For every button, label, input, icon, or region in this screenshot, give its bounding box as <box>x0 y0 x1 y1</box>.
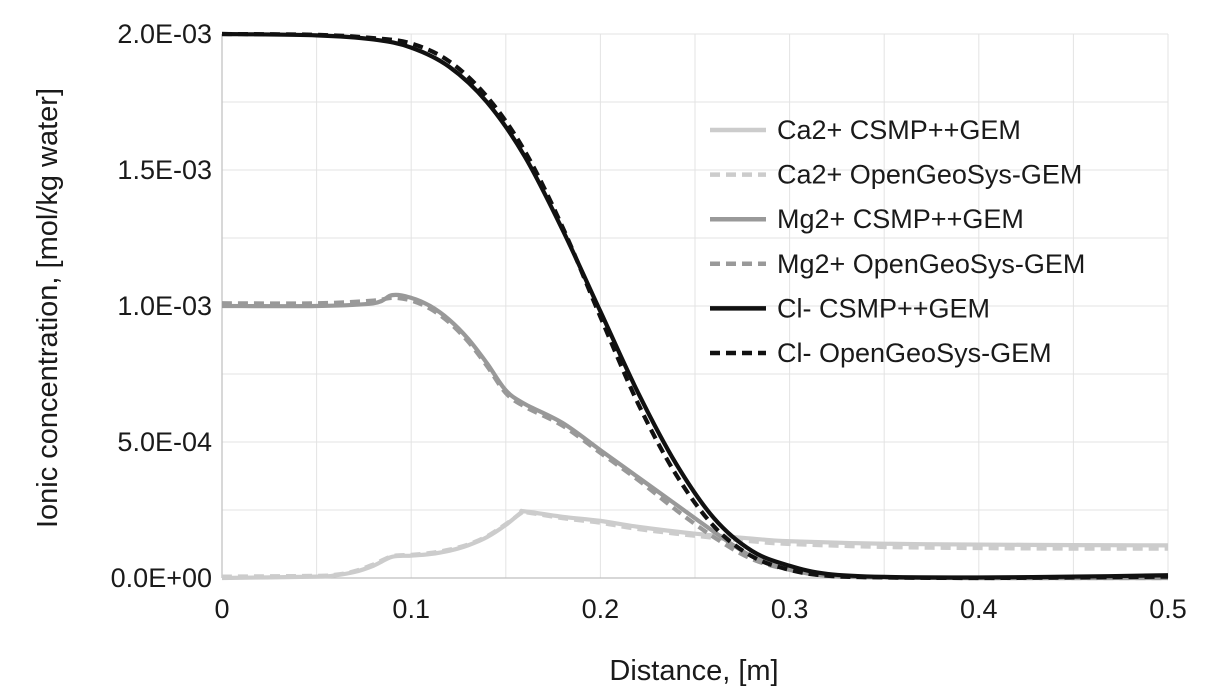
x-tick-label: 0.5 <box>1149 594 1187 624</box>
y-tick-label: 0.0E+00 <box>111 563 212 593</box>
y-tick-label: 5.0E-04 <box>117 427 212 457</box>
y-tick-label: 1.5E-03 <box>117 155 212 185</box>
x-tick-labels: 0 0.1 0.2 0.3 0.4 0.5 <box>214 594 1186 624</box>
grid <box>221 33 1169 579</box>
series-line-1 <box>221 509 1169 579</box>
legend-label: Mg2+ OpenGeoSys-GEM <box>777 249 1085 279</box>
x-tick-label: 0.3 <box>771 594 809 624</box>
legend-label: Ca2+ CSMP++GEM <box>777 115 1021 145</box>
legend-label: Cl- OpenGeoSys-GEM <box>777 338 1052 368</box>
y-tick-label: 2.0E-03 <box>117 19 212 49</box>
legend-label: Ca2+ OpenGeoSys-GEM <box>777 160 1082 190</box>
series-line-3 <box>221 295 1169 581</box>
x-tick-label: 0.2 <box>582 594 620 624</box>
legend: Ca2+ CSMP++GEM Ca2+ OpenGeoSys-GEM Mg2+ CS… <box>710 115 1085 368</box>
legend-label: Cl- CSMP++GEM <box>777 293 990 323</box>
x-tick-label: 0 <box>214 594 229 624</box>
x-tick-label: 0.4 <box>960 594 998 624</box>
series-line-5 <box>221 31 1169 581</box>
series-line-4 <box>221 31 1169 580</box>
y-tick-label: 1.0E-03 <box>117 291 212 321</box>
y-tick-labels: 0.0E+00 5.0E-04 1.0E-03 1.5E-03 2.0E-03 <box>111 19 212 593</box>
legend-label: Mg2+ CSMP++GEM <box>777 204 1024 234</box>
series-layer <box>221 31 1169 581</box>
y-axis-title: Ionic concentration, [mol/kg water] <box>32 88 64 528</box>
x-axis-title: Distance, [m] <box>609 655 778 687</box>
x-tick-label: 0.1 <box>392 594 430 624</box>
